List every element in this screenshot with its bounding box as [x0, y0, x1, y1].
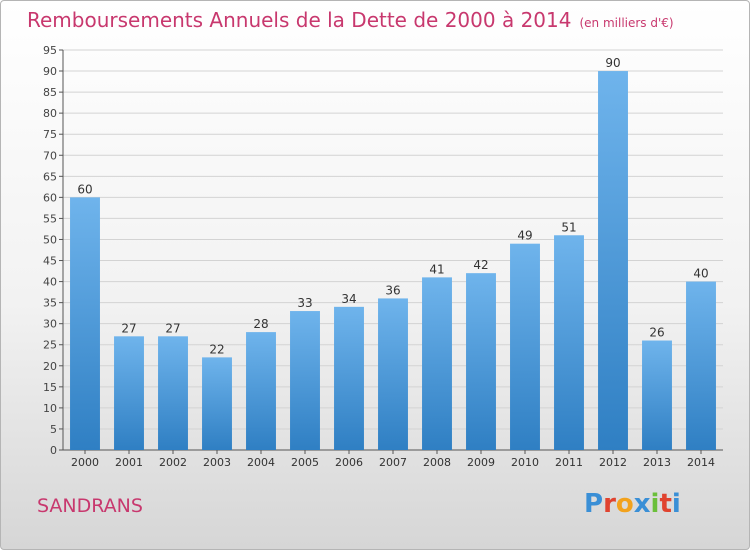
value-label-2011: 51 — [561, 220, 576, 234]
value-label-2004: 28 — [253, 317, 268, 331]
y-tick-label-75: 75 — [43, 128, 57, 141]
chart-title: Remboursements Annuels de la Dette de 20… — [27, 8, 674, 32]
y-tick-label-60: 60 — [43, 191, 57, 204]
x-tick-label-2013: 2013 — [643, 456, 671, 469]
bar-2008 — [422, 277, 452, 450]
location-name: SANDRANS — [37, 495, 143, 517]
value-label-2000: 60 — [77, 182, 92, 196]
logo-letter: i — [650, 489, 660, 519]
chart-title-text: Remboursements Annuels de la Dette de 20… — [27, 8, 572, 32]
x-tick-label-2011: 2011 — [555, 456, 583, 469]
bar-2003 — [202, 357, 232, 450]
value-label-2001: 27 — [121, 321, 136, 335]
value-label-2014: 40 — [693, 267, 708, 281]
y-tick-label-30: 30 — [43, 318, 57, 331]
logo-letter: t — [659, 489, 672, 519]
y-tick-label-90: 90 — [43, 65, 57, 78]
logo-letter: x — [633, 489, 651, 519]
y-tick-label-45: 45 — [43, 255, 57, 268]
y-tick-label-25: 25 — [43, 339, 57, 352]
x-tick-label-2006: 2006 — [335, 456, 363, 469]
bar-2000 — [70, 197, 100, 450]
bar-2007 — [378, 298, 408, 450]
x-tick-label-2000: 2000 — [71, 456, 99, 469]
bar-2011 — [554, 235, 584, 450]
bar-2014 — [686, 281, 716, 450]
value-label-2008: 41 — [429, 262, 444, 276]
x-tick-label-2001: 2001 — [115, 456, 143, 469]
y-tick-label-15: 15 — [43, 381, 57, 394]
value-label-2010: 49 — [517, 229, 532, 243]
logo-letter: i — [671, 489, 681, 519]
value-label-2006: 34 — [341, 292, 356, 306]
x-tick-label-2010: 2010 — [511, 456, 539, 469]
value-label-2007: 36 — [385, 283, 400, 297]
bars — [70, 71, 716, 450]
x-tick-label-2003: 2003 — [203, 456, 231, 469]
value-label-2005: 33 — [297, 296, 312, 310]
bar-2002 — [158, 336, 188, 450]
logo-letter: o — [615, 489, 634, 519]
proxiti-logo[interactable]: Proxiti — [584, 489, 681, 519]
bar-2009 — [466, 273, 496, 450]
bar-2001 — [114, 336, 144, 450]
labels: 60 2000 27 2001 27 2002 22 2003 28 2004 33 2005 34 20… — [71, 56, 715, 469]
bar-2006 — [334, 306, 364, 450]
value-label-2012: 90 — [605, 56, 620, 70]
bar-2004 — [246, 332, 276, 450]
y-tick-label-55: 55 — [43, 212, 57, 225]
x-tick-label-2002: 2002 — [159, 456, 187, 469]
y-tick-label-40: 40 — [43, 276, 57, 289]
y-tick-label-20: 20 — [43, 360, 57, 373]
x-tick-label-2009: 2009 — [467, 456, 495, 469]
y-tick-label-80: 80 — [43, 107, 57, 120]
bar-2005 — [290, 311, 320, 450]
value-label-2002: 27 — [165, 321, 180, 335]
bar-2012 — [598, 71, 628, 450]
y-tick-label-95: 95 — [43, 44, 57, 57]
value-label-2013: 26 — [649, 326, 664, 340]
y-tick-label-5: 5 — [50, 423, 57, 436]
unit-note: (en milliers d'€) — [579, 16, 674, 30]
bar-2013 — [642, 340, 672, 450]
y-tick-label-35: 35 — [43, 297, 57, 310]
logo-letter: P — [584, 489, 604, 519]
y-tick-label-0: 0 — [50, 444, 57, 457]
x-tick-label-2014: 2014 — [687, 456, 715, 469]
y-tick-label-65: 65 — [43, 170, 57, 183]
y-tick-label-50: 50 — [43, 233, 57, 246]
y-tick-label-10: 10 — [43, 402, 57, 415]
y-tick-label-70: 70 — [43, 149, 57, 162]
value-label-2003: 22 — [209, 342, 224, 356]
y-tick-label-85: 85 — [43, 86, 57, 99]
x-tick-label-2012: 2012 — [599, 456, 627, 469]
value-label-2009: 42 — [473, 258, 488, 272]
x-tick-label-2007: 2007 — [379, 456, 407, 469]
logo-letter: r — [603, 489, 616, 519]
x-tick-label-2008: 2008 — [423, 456, 451, 469]
x-tick-label-2004: 2004 — [247, 456, 275, 469]
bar-2010 — [510, 243, 540, 450]
x-tick-label-2005: 2005 — [291, 456, 319, 469]
